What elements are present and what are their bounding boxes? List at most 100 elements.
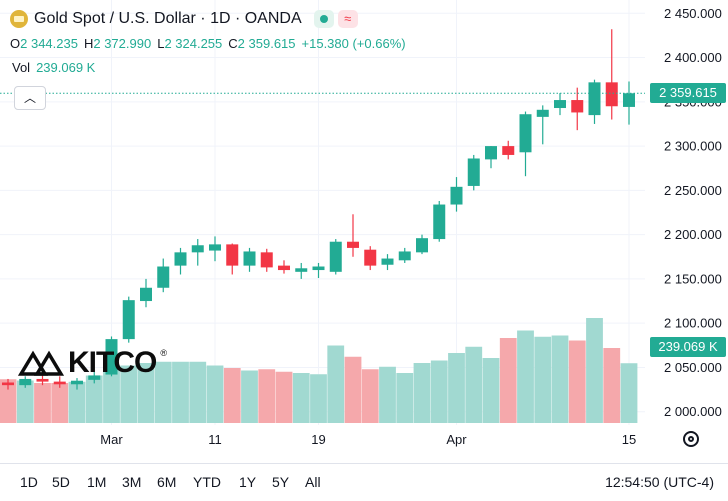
volume-bar [534,336,552,423]
kitco-mark-icon [18,350,64,376]
volume-bar [85,375,103,423]
candle-body [53,381,66,385]
volume-bar [327,345,345,423]
bottom-toolbar: 1D 5D 1M 3M 6M YTD 1Y 5Y All 12:54:50 (U… [0,463,728,501]
candle-body [140,287,152,302]
range-ytd-button[interactable]: YTD [193,474,221,490]
volume-value: 239.069 K [36,60,96,75]
x-tick-label: 15 [622,432,636,447]
candle-body [416,238,428,253]
volume-bar [292,373,310,423]
candle-body [502,146,515,155]
candle-body [209,244,221,251]
volume-bar [310,374,327,423]
x-tick-label: 11 [208,432,222,447]
volume-bar [379,366,396,423]
volume-bar [275,371,293,423]
range-5d-button[interactable]: 5D [52,474,70,490]
range-6m-button[interactable]: 6M [157,474,177,490]
range-1y-button[interactable]: 1Y [239,474,257,490]
volume-bar [396,373,414,423]
candle-body [485,146,497,160]
kitco-logo: KITCO ® [18,346,167,380]
candle-body [381,258,394,265]
market-open-icon[interactable] [313,10,334,28]
candle-body [243,251,256,266]
y-tick-label: 2 050.000 [664,360,722,375]
candle-body [88,375,101,380]
y-tick-label: 2 100.000 [664,316,722,331]
volume-bar [344,356,362,423]
candle-body [295,268,308,272]
candle-body [260,252,273,268]
volume-bar [482,358,500,423]
y-tick-label: 2 300.000 [664,139,722,154]
y-tick-label: 2 150.000 [664,271,722,286]
x-tick-label: Apr [446,432,467,447]
volume-bar [68,381,86,423]
chart-legend: Gold Spot / U.S. Dollar · 1D · OANDA ≈ O… [10,8,406,51]
clock-timezone[interactable]: 12:54:50 (UTC-4) [605,474,714,490]
candle-body [174,252,187,266]
candle-body [623,93,635,107]
volume-bar [206,365,224,423]
range-1m-button[interactable]: 1M [87,474,107,490]
volume-bar [137,363,155,423]
volume-bar [172,361,189,423]
range-3m-button[interactable]: 3M [122,474,142,490]
volume-bar [361,369,379,423]
volume-bar [16,380,34,423]
candle-body [329,241,342,272]
volume-bar [499,338,517,423]
volume-bar [241,370,258,423]
candle-body [588,82,601,116]
volume-bar [51,383,69,423]
last-price-tag: 2 359.615 [650,83,726,104]
candle-body [36,378,49,382]
settings-gear-icon[interactable] [683,431,699,447]
chevron-up-icon: ︿ [23,91,36,105]
y-tick-label: 2 450.000 [664,6,722,21]
range-5y-button[interactable]: 5Y [272,474,290,490]
candle-body [605,82,618,107]
volume-bar [189,361,207,423]
volume-bar [258,369,276,423]
ohlc-low: L2 324.255 [157,36,223,51]
candle-body [157,266,170,288]
candle-body [312,266,325,271]
candle-body [347,241,359,248]
range-all-button[interactable]: All [305,474,321,490]
candle-body [364,249,377,266]
candle-body [122,300,135,340]
y-tick-label: 2 400.000 [664,50,722,65]
candle-body [19,378,32,386]
volume-bar [413,363,431,423]
x-tick-label: Mar [100,432,123,447]
symbol-title[interactable]: Gold Spot / U.S. Dollar · 1D · OANDA [34,10,302,27]
ohlc-values: O2 344.235 H2 372.990 L2 324.255 C2 359.… [10,36,406,51]
volume-bar [620,363,638,423]
market-status[interactable]: ≈ [313,10,358,28]
y-tick-label: 2 000.000 [664,404,722,419]
data-delay-icon[interactable]: ≈ [337,10,358,28]
volume-bar [517,330,534,423]
volume-bar [430,360,448,423]
volume-bar [568,340,586,423]
ohlc-high: H2 372.990 [83,36,152,51]
collapse-legend-button[interactable]: ︿ [14,86,46,110]
registered-mark: ® [160,348,167,358]
last-volume-tag: 239.069 K [650,337,726,357]
volume-bar [120,365,138,423]
candle-body [571,100,584,113]
volume-bar [603,348,621,423]
y-tick-label: 2 200.000 [664,227,722,242]
candle-body [536,109,549,117]
candle-body [450,186,463,205]
candle-body [191,245,204,253]
volume-bar [586,318,603,423]
candle-body [71,380,83,385]
candle-body [467,158,480,186]
volume-bar [465,346,483,423]
range-1d-button[interactable]: 1D [20,474,38,490]
